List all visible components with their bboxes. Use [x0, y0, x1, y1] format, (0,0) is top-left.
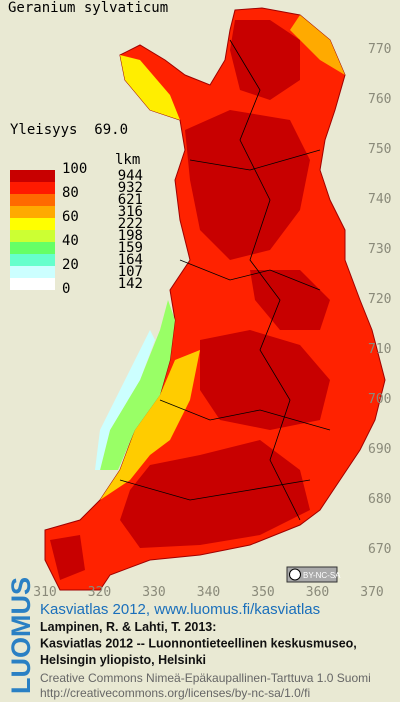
citation-line: Helsingin yliopisto, Helsinki: [40, 653, 206, 667]
license-badge: BY-NC-SA: [286, 566, 341, 583]
map: [44, 7, 386, 591]
legend-swatch: [10, 218, 55, 230]
x-grid-label: 320: [88, 585, 111, 600]
legend-swatch: [10, 182, 55, 194]
legend-scale-label: 100: [62, 161, 87, 177]
legend-scale-label: 60: [62, 209, 79, 225]
y-grid-label: 710: [368, 342, 391, 357]
y-grid-label: 680: [368, 492, 391, 507]
legend-count: 159: [118, 240, 143, 256]
legend-count: 621: [118, 192, 143, 208]
y-grid-label: 740: [368, 192, 391, 207]
citation-line: Lampinen, R. & Lahti, T. 2013:: [40, 620, 216, 634]
map-area: [120, 55, 180, 120]
y-grid-label: 670: [368, 542, 391, 557]
citation-line: Kasviatlas 2012 -- Luonnontieteellinen k…: [40, 637, 357, 651]
legend-swatch: [10, 170, 55, 182]
y-grid-label: 690: [368, 442, 391, 457]
legend-count: 164: [118, 252, 143, 268]
legend-scale-label: 20: [62, 257, 79, 273]
y-grid-label: 770: [368, 42, 391, 57]
legend-swatch: [10, 206, 55, 218]
legend-count-header: lkm: [115, 152, 140, 168]
map-area: [95, 330, 155, 470]
map-area: [200, 330, 330, 430]
x-grid-label: 370: [360, 585, 383, 600]
y-grid-label: 760: [368, 92, 391, 107]
legend-swatch: [10, 194, 55, 206]
link[interactable]: Kasviatlas 2012, www.luomus.fi/kasviatla…: [40, 601, 320, 618]
legend-scale-label: 0: [62, 281, 70, 297]
legend-swatch: [10, 242, 55, 254]
x-grid-label: 310: [33, 585, 56, 600]
map-title: Geranium sylvaticum: [8, 0, 168, 16]
frequency: Yleisyys 69.0: [10, 122, 128, 138]
x-grid-label: 360: [306, 585, 329, 600]
legend-scale-label: 40: [62, 233, 79, 249]
legend-scale-label: 80: [62, 185, 79, 201]
map-area: [290, 15, 345, 75]
map-area: [120, 440, 310, 548]
legend-count: 198: [118, 228, 143, 244]
legend-count: 142: [118, 276, 143, 292]
legend-count: 222: [118, 216, 143, 232]
legend-swatch: [10, 230, 55, 242]
map-area: [50, 535, 85, 580]
map-area: [100, 300, 175, 470]
legend-count: 932: [118, 180, 143, 196]
legend-count: 107: [118, 264, 143, 280]
map-area: [100, 350, 200, 500]
legend-swatch: [10, 278, 55, 290]
license-line: Creative Commons Nimeä-Epäkaupallinen-Ta…: [40, 671, 371, 685]
legend-swatch: [10, 254, 55, 266]
y-grid-label: 730: [368, 242, 391, 257]
y-grid-label: 700: [368, 392, 391, 407]
legend-count: 316: [118, 204, 143, 220]
legend-swatch: [10, 266, 55, 278]
x-grid-label: 350: [251, 585, 274, 600]
cc-icon: [289, 568, 301, 581]
x-grid-label: 330: [142, 585, 165, 600]
x-grid-label: 340: [197, 585, 220, 600]
logo: LUOMUS: [6, 577, 36, 694]
footer: Lampinen, R. & Lahti, T. 2013: Kasviatlas…: [40, 620, 371, 700]
y-grid-label: 750: [368, 142, 391, 157]
y-grid-label: 720: [368, 292, 391, 307]
map-area: [185, 110, 310, 260]
license-line: http://creativecommons.org/licenses/by-n…: [40, 686, 310, 700]
legend-count: 944: [118, 168, 143, 184]
map-grid-labels: 770 760 750 740 730 720 710 700 690 680 670 310 320 3…: [33, 42, 391, 600]
badge-text: BY-NC-SA: [303, 571, 341, 580]
map-area: [250, 270, 330, 330]
borders: [119, 39, 331, 521]
map-area: [230, 20, 300, 100]
